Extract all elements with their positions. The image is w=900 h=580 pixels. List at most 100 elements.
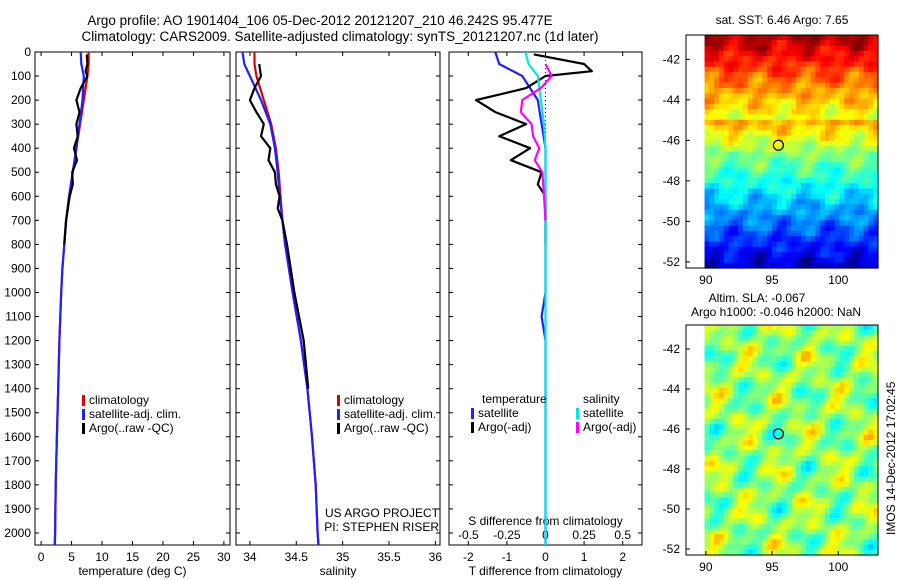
map-cell — [839, 204, 845, 211]
map-cell — [829, 460, 836, 467]
map-cell — [844, 476, 850, 483]
map-cell — [767, 492, 773, 499]
map-cell — [786, 177, 792, 184]
map-cell — [868, 413, 874, 420]
map-cell — [714, 246, 720, 253]
map-cell — [704, 455, 710, 462]
map-cell — [743, 335, 749, 342]
map-cell — [728, 387, 735, 394]
map-cell — [815, 225, 821, 232]
map-cell — [849, 252, 855, 259]
map-cell — [800, 325, 807, 331]
map-cell — [796, 487, 802, 493]
map-cell — [738, 103, 744, 110]
map-cell — [757, 356, 763, 363]
map-cell — [733, 534, 739, 540]
map-cell — [762, 177, 768, 184]
map-cell — [772, 419, 778, 425]
map-cell — [839, 262, 845, 269]
map-cell — [868, 403, 874, 410]
map-cell — [723, 429, 730, 436]
map-cell — [825, 366, 831, 373]
map-cell — [868, 225, 874, 232]
map-cell — [849, 434, 855, 441]
map-cell — [743, 225, 749, 232]
map-cell — [834, 366, 841, 373]
map-cell — [844, 72, 850, 78]
map-cell — [743, 507, 749, 514]
map-cell — [762, 93, 768, 100]
x-tick-label: -1 — [502, 550, 513, 564]
map-cell — [776, 372, 783, 378]
map-cell — [728, 146, 735, 153]
map-cell — [805, 445, 812, 452]
map-cell — [791, 413, 797, 420]
map-cell — [868, 434, 874, 441]
map-cell — [762, 209, 768, 216]
map-cell — [762, 549, 768, 556]
map-cell — [791, 528, 797, 535]
map-cell — [834, 56, 841, 63]
map-cell — [772, 103, 778, 110]
map-cell — [762, 528, 768, 535]
y-tick-label: -42 — [663, 52, 681, 66]
map-cell — [714, 257, 720, 264]
map-cell — [829, 220, 836, 227]
map-cell — [849, 241, 855, 248]
map-cell — [728, 450, 735, 457]
map-cell — [709, 98, 715, 105]
map-cell — [743, 215, 749, 221]
map-cell — [820, 424, 826, 431]
map-cell — [800, 93, 807, 100]
map-cell — [781, 87, 788, 94]
map-cell — [820, 539, 826, 546]
y-tick-label: -50 — [663, 214, 681, 228]
map-cell — [863, 50, 869, 57]
map-cell — [728, 460, 735, 467]
map-cell — [844, 130, 850, 137]
map-cell — [772, 330, 778, 337]
map-cell — [733, 125, 739, 131]
map-cell — [791, 377, 797, 384]
map-cell — [853, 225, 860, 232]
map-cell — [834, 356, 841, 363]
map-cell — [820, 204, 826, 211]
map-cell — [762, 487, 768, 493]
map-cell — [796, 183, 802, 190]
map-cell — [743, 103, 749, 110]
map-cell — [849, 114, 855, 121]
map-cell — [820, 419, 826, 425]
map-cell — [714, 387, 720, 394]
map-cell — [781, 225, 788, 232]
x-tick-label: 95 — [765, 273, 779, 287]
map-cell — [844, 45, 850, 52]
map-cell — [757, 497, 763, 504]
map-cell — [757, 476, 763, 483]
map-cell — [825, 450, 831, 457]
y-tick-label: -48 — [663, 174, 681, 188]
map-cell — [767, 257, 773, 264]
map-cell — [738, 466, 744, 472]
map-cell — [786, 408, 792, 415]
map-cell — [844, 172, 850, 179]
map-cell — [825, 82, 831, 89]
map-cell — [767, 45, 773, 52]
map-cell — [839, 351, 845, 357]
map-cell — [863, 162, 869, 168]
map-cell — [786, 199, 792, 206]
map-cell — [849, 377, 855, 384]
map-cell — [810, 351, 816, 357]
map-cell — [820, 45, 826, 52]
map-cell — [781, 40, 788, 47]
map-cell — [858, 183, 865, 190]
map-cell — [733, 544, 739, 551]
map-cell — [752, 230, 759, 237]
map-cell — [839, 471, 845, 478]
map-cell — [844, 419, 850, 425]
map-cell — [810, 87, 816, 94]
map-cell — [849, 466, 855, 472]
map-cell — [849, 539, 855, 546]
map-cell — [743, 492, 749, 499]
map-cell — [738, 230, 744, 237]
map-cell — [723, 424, 730, 431]
